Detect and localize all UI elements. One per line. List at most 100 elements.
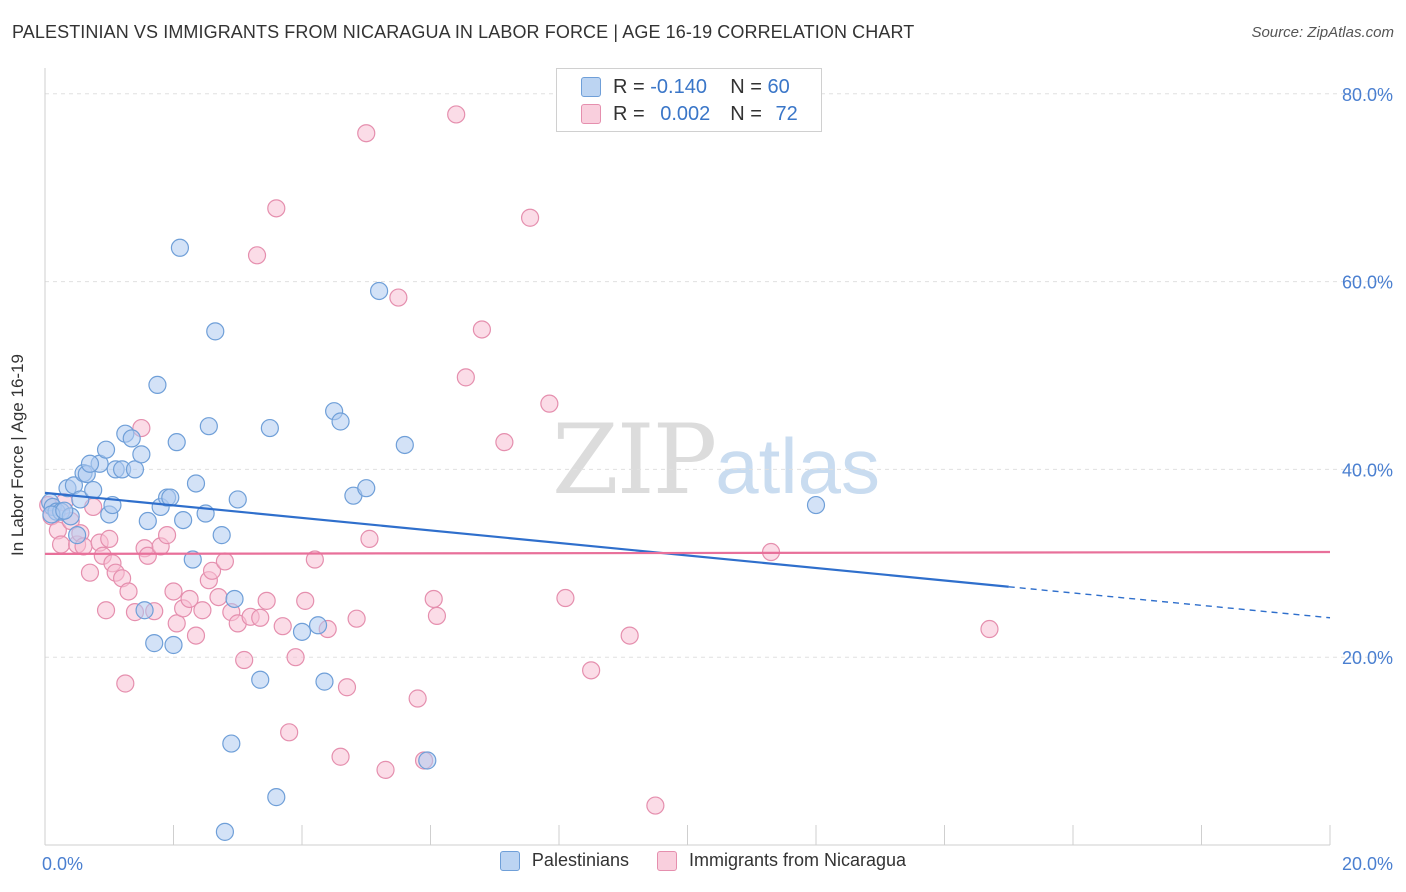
palestinian-point xyxy=(260,418,279,438)
watermark-atlas: atlas xyxy=(715,422,880,510)
nicaragua-point xyxy=(273,617,292,636)
palestinian-point xyxy=(308,616,328,635)
legend-swatch-pink xyxy=(581,104,601,124)
nicaragua-point xyxy=(495,433,514,452)
gridlines xyxy=(45,93,1392,658)
series-legend: Palestinians Immigrants from Nicaragua xyxy=(0,850,1406,871)
nicaragua-point xyxy=(447,105,466,124)
legend-item-nicaragua[interactable]: Immigrants from Nicaragua xyxy=(656,850,906,871)
palestinian-point xyxy=(331,412,350,431)
palestinian-point xyxy=(183,550,202,569)
nicaragua-point xyxy=(620,626,639,645)
r-label: R = xyxy=(613,75,645,98)
watermark-zip: ZIP xyxy=(552,404,717,516)
palestinian-point xyxy=(228,490,247,509)
nicaragua-point xyxy=(357,124,376,143)
nicaragua-point xyxy=(646,796,665,815)
nicaragua-points xyxy=(39,105,999,815)
y-tick-label: 40.0% xyxy=(1342,460,1393,480)
legend-label: Palestinians xyxy=(531,850,629,870)
nicaragua-point xyxy=(456,368,475,387)
nicaragua-point xyxy=(96,601,116,620)
nicaragua-point xyxy=(215,552,234,571)
palestinian-point xyxy=(135,601,154,620)
palestinian-point xyxy=(315,672,334,691)
n-label: N = xyxy=(730,75,762,98)
nicaragua-point xyxy=(347,609,366,628)
palestinian-point xyxy=(80,454,100,473)
r-label: R = xyxy=(613,102,645,125)
palestinian-point xyxy=(96,440,116,459)
tick-labels: 20.0% 40.0% 60.0% 80.0% 0.0% 20.0% xyxy=(42,85,1393,874)
nicaragua-point xyxy=(424,589,443,609)
palestinian-point xyxy=(145,634,164,653)
nicaragua-point xyxy=(520,208,540,227)
nicaragua-point xyxy=(280,723,299,742)
nicaragua-point xyxy=(167,614,186,633)
n-label: N = xyxy=(730,102,762,125)
palestinian-point xyxy=(225,589,244,609)
correlation-legend: R = -0.140 N = 60 R = 0.002 N = 72 xyxy=(556,68,822,132)
nicaragua-point xyxy=(80,563,100,582)
nicaragua-point xyxy=(582,661,601,680)
palestinian-point xyxy=(199,417,218,436)
nicaragua-trend-line xyxy=(44,550,1331,556)
palestinian-point xyxy=(418,751,437,770)
n-value: 72 xyxy=(775,102,798,125)
nicaragua-point xyxy=(247,246,267,265)
nicaragua-point xyxy=(209,587,228,607)
r-value: 0.002 xyxy=(660,102,711,125)
nicaragua-point xyxy=(360,529,379,548)
nicaragua-point xyxy=(389,288,408,307)
palestinian-point xyxy=(132,445,151,464)
palestinian-point xyxy=(251,670,270,689)
nicaragua-point xyxy=(305,550,324,569)
palestinian-point xyxy=(138,511,157,531)
palestinian-point xyxy=(174,510,193,530)
nicaragua-point xyxy=(257,591,276,610)
y-tick-label: 80.0% xyxy=(1342,85,1393,105)
palestinian-point xyxy=(292,622,312,641)
watermark: ZIPatlas xyxy=(552,404,880,516)
palestinian-points xyxy=(41,238,826,841)
palestinian-point xyxy=(222,734,241,753)
nicaragua-point xyxy=(331,747,350,766)
nicaragua-point xyxy=(157,526,177,545)
nicaragua-point xyxy=(119,582,138,601)
nicaragua-point xyxy=(51,535,71,554)
palestinian-point xyxy=(395,435,414,455)
nicaragua-point xyxy=(100,529,119,548)
nicaragua-point xyxy=(427,606,447,625)
nicaragua-point xyxy=(193,601,212,620)
y-tick-label: 60.0% xyxy=(1342,273,1393,293)
nicaragua-point xyxy=(337,678,357,697)
palestinian-point xyxy=(55,501,74,520)
palestinian-point xyxy=(267,788,286,807)
x-tick-label: 0.0% xyxy=(42,854,83,874)
nicaragua-point xyxy=(980,619,999,639)
nicaragua-point xyxy=(180,589,199,609)
palestinian-point xyxy=(170,238,190,257)
legend-item-palestinians[interactable]: Palestinians xyxy=(499,850,629,871)
nicaragua-point xyxy=(472,320,491,339)
palestinian-point xyxy=(357,479,376,498)
nicaragua-point xyxy=(376,760,395,779)
palestinian-point xyxy=(167,433,186,452)
palestinian-point xyxy=(186,474,206,493)
palestinian-point xyxy=(806,495,826,515)
nicaragua-point xyxy=(267,199,286,218)
nicaragua-point xyxy=(251,608,270,627)
palestinian-trend-line xyxy=(44,491,1009,588)
nicaragua-point xyxy=(408,689,427,708)
palestinian-point xyxy=(125,460,145,479)
nicaragua-point xyxy=(556,588,575,608)
palestinian-point xyxy=(212,526,231,545)
nicaragua-point xyxy=(186,626,206,645)
axes xyxy=(44,68,1331,846)
chart-title: PALESTINIAN VS IMMIGRANTS FROM NICARAGUA… xyxy=(12,22,915,42)
x-tick-label: 20.0% xyxy=(1342,854,1393,874)
palestinian-point xyxy=(370,281,389,301)
palestinian-point xyxy=(68,526,87,545)
nicaragua-point xyxy=(164,582,183,601)
